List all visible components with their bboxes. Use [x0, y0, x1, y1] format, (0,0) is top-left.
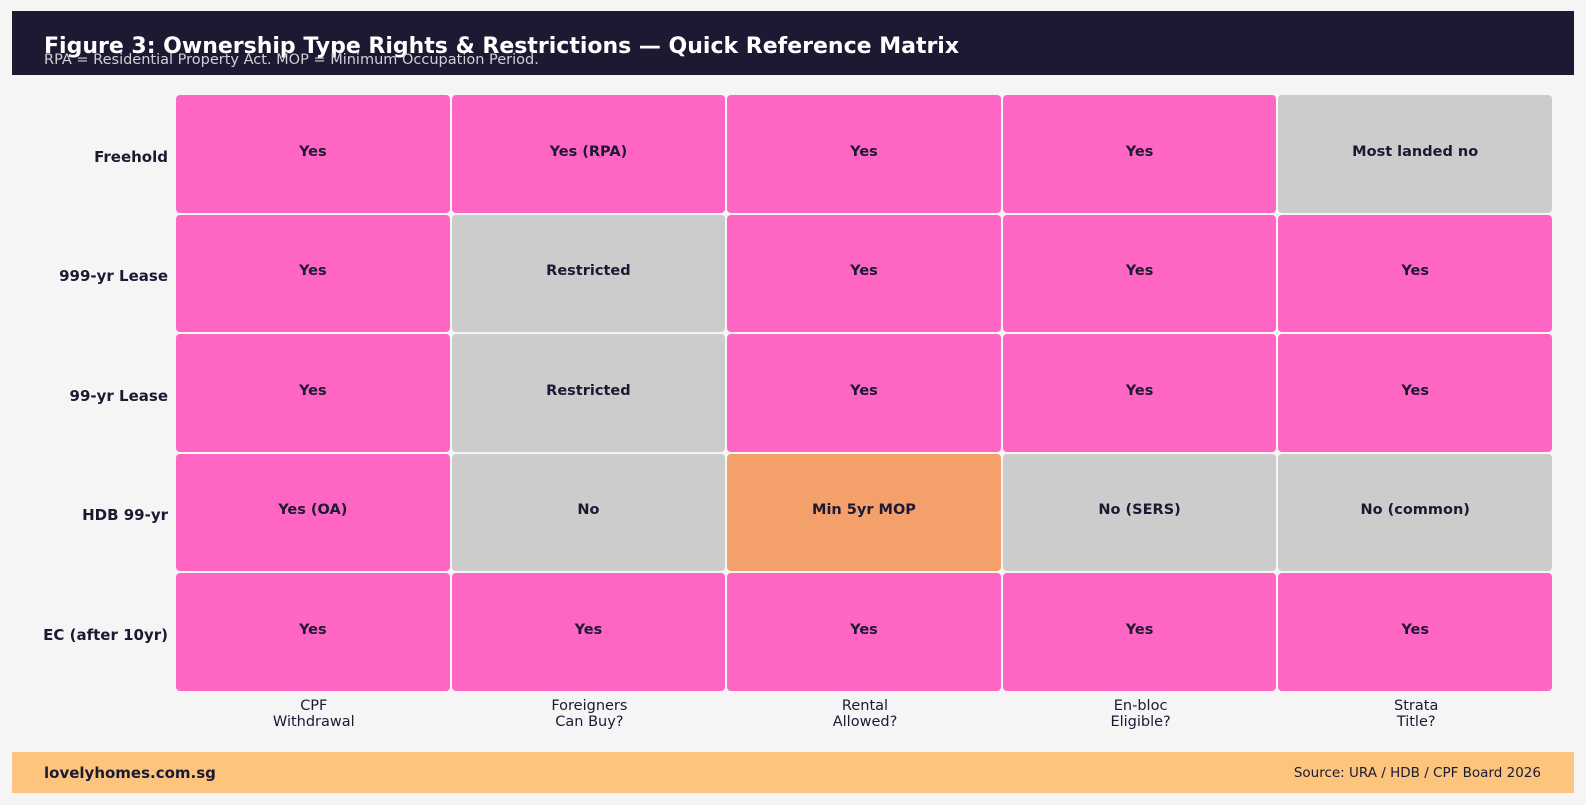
matrix-cell: Yes [1002, 334, 1277, 452]
matrix-cell: Yes [727, 334, 1001, 452]
source-label: Source: URA / HDB / CPF Board 2026 [1293, 765, 1541, 781]
matrix-cell: Yes [727, 573, 1001, 691]
matrix-cell: Yes [176, 573, 450, 691]
figure-title: Figure 3: Ownership Type Rights & Restri… [44, 34, 960, 59]
column-label-line: CPF [300, 698, 328, 714]
row-label: Freehold [94, 147, 168, 166]
column-label: Foreigners Can Buy? [459, 698, 719, 730]
matrix-cell: Yes [1278, 573, 1552, 691]
figure-header: Figure 3: Ownership Type Rights & Restri… [12, 11, 1574, 75]
matrix-cell: Yes [727, 214, 1001, 332]
column-label-line: Rental [841, 698, 889, 714]
matrix-cell: Restricted [451, 214, 726, 332]
matrix-cell: Min 5yr MOP [727, 453, 1001, 571]
matrix-cell: Yes [727, 95, 1001, 213]
column-label: CPF Withdrawal [184, 698, 444, 730]
matrix-cell: Restricted [451, 334, 726, 452]
matrix-cell: No (common) [1278, 453, 1552, 571]
row-label: EC (after 10yr) [43, 625, 168, 644]
column-label-line: Foreigners [551, 698, 628, 714]
column-label: Rental Allowed? [735, 698, 995, 730]
matrix-cell: No [451, 453, 726, 571]
column-label-line: Strata [1394, 698, 1439, 714]
matrix-cell: Yes [1278, 214, 1552, 332]
matrix-cell: Yes [176, 95, 450, 213]
figure-subtitle: RPA = Residential Property Act. MOP = Mi… [44, 52, 539, 68]
column-label-line: Title? [1396, 714, 1436, 730]
matrix-cell: No (SERS) [1002, 453, 1277, 571]
column-label-line: Withdrawal [272, 714, 355, 730]
matrix-cell: Yes [1002, 214, 1277, 332]
matrix-cell: Most landed no [1278, 95, 1552, 213]
column-label-line: En-bloc [1113, 698, 1168, 714]
matrix-cell: Yes (RPA) [451, 95, 726, 213]
matrix-cell: Yes [1278, 334, 1552, 452]
column-label: Strata Title? [1286, 698, 1546, 730]
column-label: En-bloc Eligible? [1011, 698, 1271, 730]
column-label-line: Eligible? [1110, 714, 1171, 730]
matrix-cell: Yes [176, 334, 450, 452]
row-label: 99-yr Lease [69, 386, 168, 405]
column-label-line: Allowed? [832, 714, 898, 730]
matrix-cell: Yes [1002, 573, 1277, 691]
column-label-line: Can Buy? [555, 714, 624, 730]
row-label: 999-yr Lease [59, 267, 168, 286]
matrix-cell: Yes [451, 573, 726, 691]
matrix-cell: Yes (OA) [176, 453, 450, 571]
brand-label: lovelyhomes.com.sg [44, 764, 216, 782]
matrix-cell: Yes [1002, 95, 1277, 213]
rights-matrix: Freehold Yes Yes (RPA) Yes Yes Most landed no… [43, 95, 1552, 730]
row-label: HDB 99-yr [82, 506, 168, 525]
matrix-cell: Yes [176, 214, 450, 332]
figure-footer: lovelyhomes.com.sg Source: URA / HDB / C… [12, 752, 1574, 793]
